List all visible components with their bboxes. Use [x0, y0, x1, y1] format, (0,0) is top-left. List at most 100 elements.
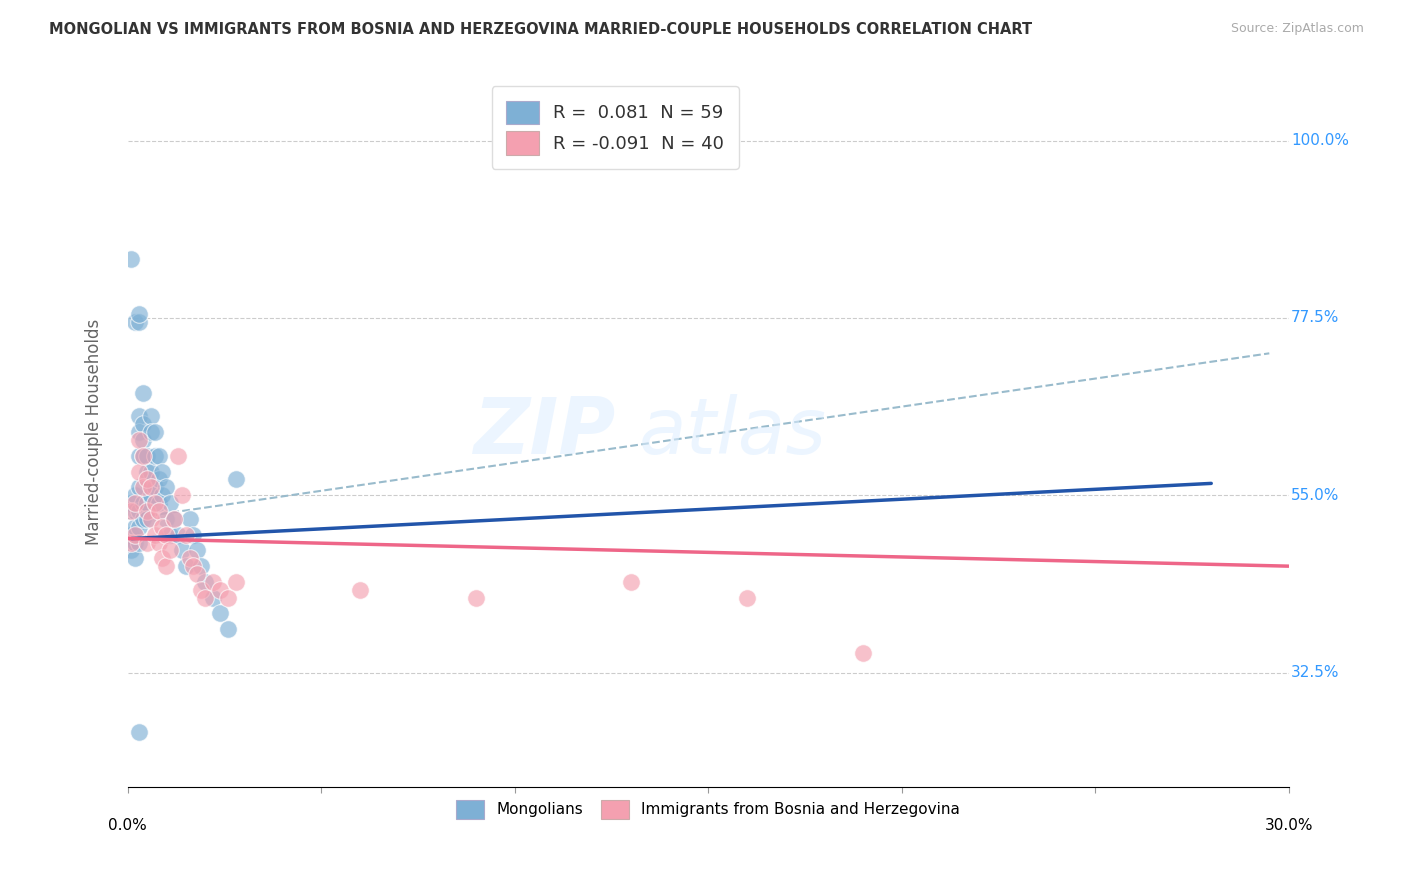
Point — [124, 488, 146, 502]
Point — [132, 433, 155, 447]
Point — [121, 496, 143, 510]
Text: 30.0%: 30.0% — [1264, 818, 1313, 833]
Point — [852, 646, 875, 660]
Point — [136, 473, 159, 487]
Point — [128, 724, 150, 739]
Point — [124, 504, 146, 518]
Point — [349, 582, 371, 597]
Point — [225, 473, 247, 487]
Point — [167, 449, 190, 463]
Text: 77.5%: 77.5% — [1291, 310, 1340, 326]
Point — [159, 496, 181, 510]
Point — [190, 582, 212, 597]
Point — [132, 449, 155, 463]
Point — [128, 315, 150, 329]
Point — [124, 496, 146, 510]
Text: 55.0%: 55.0% — [1291, 488, 1340, 503]
Point — [136, 465, 159, 479]
Point — [143, 527, 166, 541]
Point — [148, 473, 170, 487]
Point — [194, 591, 217, 605]
Point — [139, 425, 162, 439]
Point — [121, 504, 143, 518]
Point — [124, 315, 146, 329]
Y-axis label: Married-couple Households: Married-couple Households — [86, 319, 103, 545]
Point — [152, 551, 174, 566]
Point — [167, 527, 190, 541]
Point — [128, 449, 150, 463]
Point — [174, 527, 197, 541]
Text: ZIP: ZIP — [472, 394, 616, 470]
Point — [128, 409, 150, 424]
Point — [132, 449, 155, 463]
Point — [128, 480, 150, 494]
Point — [136, 512, 159, 526]
Point — [174, 559, 197, 574]
Point — [170, 488, 193, 502]
Point — [121, 535, 143, 549]
Point — [179, 551, 201, 566]
Point — [132, 417, 155, 432]
Point — [143, 425, 166, 439]
Point — [143, 449, 166, 463]
Text: 100.0%: 100.0% — [1291, 133, 1348, 148]
Point — [159, 527, 181, 541]
Point — [155, 480, 177, 494]
Point — [132, 496, 155, 510]
Text: Source: ZipAtlas.com: Source: ZipAtlas.com — [1230, 22, 1364, 36]
Point — [139, 480, 162, 494]
Point — [183, 559, 205, 574]
Point — [209, 607, 232, 621]
Point — [136, 504, 159, 518]
Text: 0.0%: 0.0% — [108, 818, 148, 833]
Point — [139, 409, 162, 424]
Point — [132, 480, 155, 494]
Point — [620, 574, 643, 589]
Point — [159, 543, 181, 558]
Point — [155, 527, 177, 541]
Text: 32.5%: 32.5% — [1291, 665, 1340, 680]
Point — [121, 543, 143, 558]
Point — [124, 527, 146, 541]
Point — [217, 622, 239, 636]
Point — [179, 512, 201, 526]
Point — [186, 543, 208, 558]
Point — [194, 574, 217, 589]
Point — [128, 520, 150, 534]
Point — [152, 488, 174, 502]
Point — [201, 591, 224, 605]
Point — [464, 591, 486, 605]
Point — [735, 591, 758, 605]
Point — [183, 527, 205, 541]
Point — [217, 591, 239, 605]
Point — [148, 496, 170, 510]
Point — [132, 512, 155, 526]
Point — [163, 512, 186, 526]
Point — [136, 449, 159, 463]
Point — [132, 385, 155, 400]
Point — [163, 512, 186, 526]
Point — [209, 582, 232, 597]
Point — [136, 496, 159, 510]
Point — [139, 465, 162, 479]
Point — [148, 535, 170, 549]
Point — [143, 480, 166, 494]
Point — [152, 520, 174, 534]
Point — [124, 535, 146, 549]
Point — [128, 535, 150, 549]
Point — [143, 496, 166, 510]
Point — [136, 535, 159, 549]
Point — [186, 567, 208, 582]
Text: MONGOLIAN VS IMMIGRANTS FROM BOSNIA AND HERZEGOVINA MARRIED-COUPLE HOUSEHOLDS CO: MONGOLIAN VS IMMIGRANTS FROM BOSNIA AND … — [49, 22, 1032, 37]
Point — [170, 543, 193, 558]
Point — [148, 449, 170, 463]
Point — [128, 425, 150, 439]
Point — [128, 307, 150, 321]
Point — [124, 551, 146, 566]
Point — [152, 465, 174, 479]
Point — [155, 559, 177, 574]
Point — [190, 559, 212, 574]
Text: atlas: atlas — [638, 394, 827, 470]
Point — [128, 433, 150, 447]
Point — [121, 252, 143, 266]
